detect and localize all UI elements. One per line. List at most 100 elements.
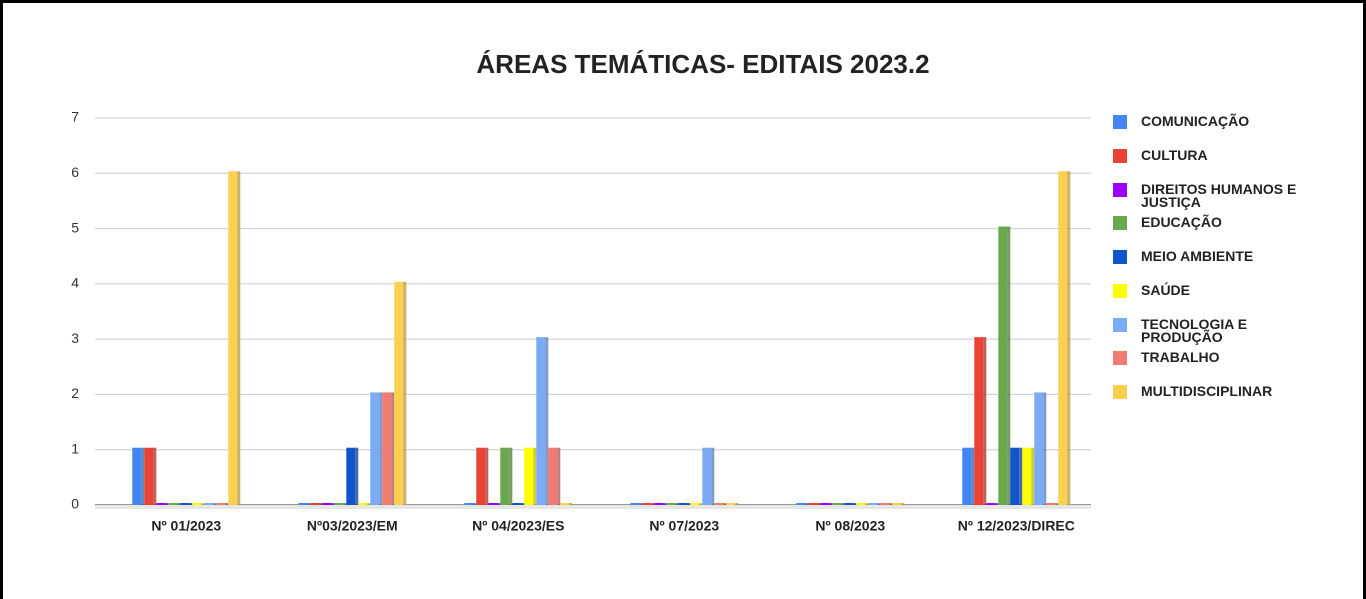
bar [192, 503, 205, 505]
bar-face [983, 337, 987, 505]
legend-label: DIREITOS HUMANOS E JUSTIÇA [1141, 181, 1297, 210]
bar-face [509, 447, 513, 505]
legend-label: COMUNICAÇÃO [1141, 113, 1250, 129]
bar-face [168, 503, 178, 505]
bar-face [524, 447, 534, 505]
bar-face [331, 503, 335, 505]
bar-face [464, 503, 474, 505]
bar-face [521, 503, 525, 505]
bar-face [1043, 392, 1047, 505]
bar-face [180, 503, 190, 505]
bar [168, 503, 181, 505]
bar-face [723, 503, 727, 505]
bar [382, 392, 395, 505]
bar-face [201, 503, 205, 505]
bar [678, 503, 691, 505]
bar-face [901, 503, 905, 505]
bar-face [560, 503, 570, 505]
bar-face [654, 503, 664, 505]
bar [132, 447, 145, 505]
bar-face [189, 503, 193, 505]
legend-swatch [1113, 385, 1127, 399]
bar-face [141, 447, 145, 505]
bar [654, 503, 667, 505]
bar-face [228, 171, 238, 506]
bar [844, 503, 857, 505]
bar-face [358, 503, 368, 505]
bar [820, 503, 833, 505]
bar [216, 503, 229, 505]
bar [974, 337, 987, 505]
legend-item: EDUCAÇÃO [1113, 214, 1323, 230]
legend-swatch [1113, 351, 1127, 365]
bar-face [298, 503, 308, 505]
bar-face [500, 447, 510, 505]
bar-face [805, 503, 809, 505]
bar-face [237, 171, 241, 506]
bar-face [901, 503, 905, 505]
bar [358, 503, 371, 505]
bar [630, 503, 643, 505]
bar-face [334, 503, 344, 505]
x-tick-label: Nº 08/2023 [815, 518, 885, 534]
bar-face [322, 503, 332, 505]
bar-face [379, 392, 383, 505]
bar-face [880, 503, 890, 505]
y-tick-label: 0 [71, 496, 79, 512]
bar-face [1007, 226, 1011, 506]
bar-face [1007, 226, 1011, 506]
bar-face [865, 503, 869, 505]
bar-face [829, 503, 833, 505]
bar-face [714, 503, 724, 505]
bar-face [630, 503, 640, 505]
bar-face [165, 503, 169, 505]
bar [808, 503, 821, 505]
legend-item: MEIO AMBIENTE [1113, 249, 1323, 264]
bar-face [391, 392, 395, 505]
bar-face [889, 503, 893, 505]
bar-face [642, 503, 652, 505]
bar [868, 503, 881, 505]
bar-face [1022, 447, 1032, 505]
y-tick-label: 5 [71, 219, 79, 235]
bar-face [711, 447, 715, 505]
bar [642, 503, 655, 505]
bar-face [995, 503, 999, 505]
legend-label: EDUCAÇÃO [1141, 214, 1222, 230]
bar-face [1055, 503, 1059, 505]
bar [464, 503, 477, 505]
bar-face [216, 503, 226, 505]
chart-title: ÁREAS TEMÁTICAS- EDITAIS 2023.2 [476, 49, 929, 79]
bar-face [355, 447, 359, 505]
bar-face [536, 337, 546, 505]
bar [856, 503, 869, 505]
bar-face [473, 503, 477, 505]
legend-swatch [1113, 183, 1127, 197]
legend-item: TRABALHO [1113, 349, 1323, 365]
bar-face [829, 503, 833, 505]
bar-face [1034, 392, 1044, 505]
bar [1022, 447, 1035, 505]
legend-swatch [1113, 250, 1127, 264]
y-tick-label: 2 [71, 385, 79, 401]
bar [228, 171, 241, 506]
bar-face [877, 503, 881, 505]
floor [95, 505, 1091, 509]
bar [144, 447, 157, 505]
bar-face [204, 503, 214, 505]
bar-face [796, 503, 806, 505]
bar-face [1019, 447, 1023, 505]
bar [998, 226, 1011, 506]
legend-item: TECNOLOGIA E PRODUÇÃO [1113, 317, 1323, 344]
bar [832, 503, 845, 505]
bar [1034, 392, 1047, 505]
bar-face [331, 503, 335, 505]
bar-face [156, 503, 166, 505]
bar-face [711, 447, 715, 505]
y-tick-label: 1 [71, 440, 79, 456]
bar-face [545, 337, 549, 505]
legend-label: TRABALHO [1141, 349, 1220, 365]
bar-face [213, 503, 217, 505]
bar-face [201, 503, 205, 505]
legend-swatch [1113, 318, 1127, 332]
